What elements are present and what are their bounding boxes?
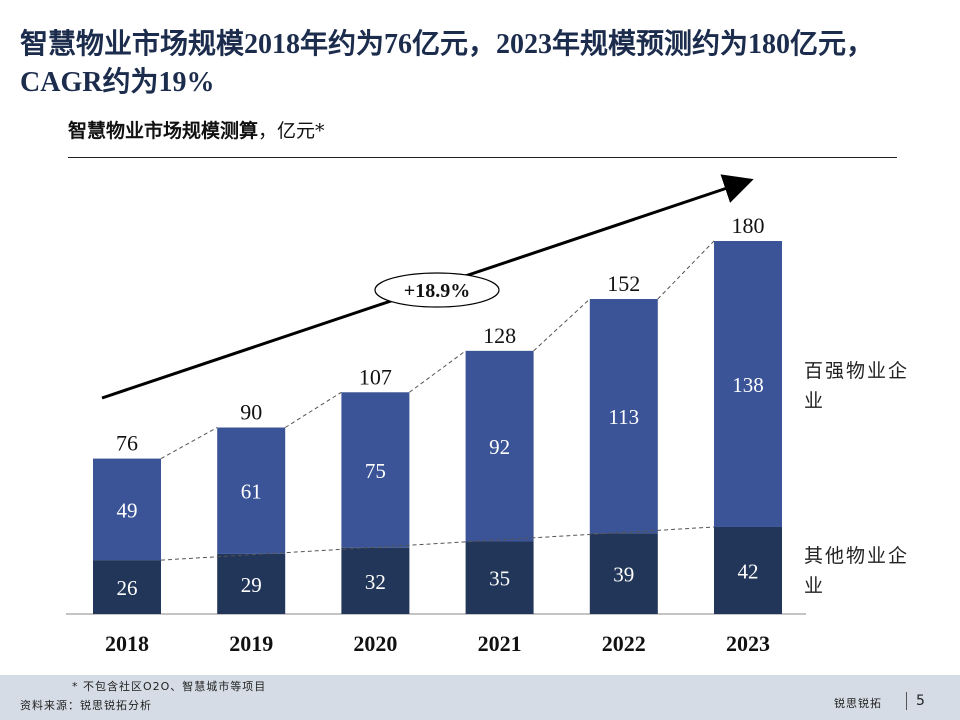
legend-label-top100: 百强物业企业: [804, 360, 910, 412]
bar-segment-top100-2021: [465, 350, 534, 542]
x-tick-label-2019: 2019: [229, 631, 273, 656]
subtitle-rule: [68, 157, 897, 158]
data-label-top100-2020: 75: [365, 459, 386, 483]
total-label-2022: 152: [607, 271, 640, 296]
total-label-2021: 128: [483, 323, 516, 348]
chart-subtitle-unit: ，亿元*: [258, 120, 325, 142]
footnote: * 不包含社区O2O、智慧城市等项目: [72, 680, 267, 693]
connector-total-4: [657, 240, 715, 300]
x-tick-label-2023: 2023: [726, 631, 770, 656]
bar-segment-others-2020: [341, 547, 410, 614]
connector-total-1: [284, 391, 342, 428]
x-tick-label-2022: 2022: [602, 631, 646, 656]
connector-others-trend: [160, 526, 715, 561]
data-label-top100-2019: 61: [241, 480, 262, 504]
bar-segment-others-2023: [714, 526, 782, 614]
chart-subtitle-main: 智慧物业市场规模测算: [68, 120, 259, 142]
connector-total-2: [409, 350, 466, 393]
total-label-2019: 90: [240, 400, 262, 425]
data-label-others-2022: 39: [613, 563, 634, 587]
cagr-ellipse: [374, 272, 500, 308]
chart-subtitle: 智慧物业市场规模测算，亿元*: [68, 118, 325, 144]
x-tick-label-2020: 2020: [353, 631, 397, 656]
bar-segment-others-2021: [465, 541, 534, 614]
x-tick-label-2021: 2021: [478, 631, 522, 656]
source-note: 资料来源：锐思锐拓分析: [20, 699, 152, 712]
data-label-others-2018: 26: [117, 576, 138, 600]
data-label-top100-2021: 92: [489, 435, 510, 459]
cagr-label: +18.9%: [404, 280, 470, 302]
brand-label: 锐思锐拓: [834, 697, 882, 710]
bar-segment-top100-2019: [217, 427, 286, 554]
connector-total-3: [533, 298, 591, 352]
data-label-others-2023: 42: [738, 559, 759, 583]
bar-segment-others-2018: [93, 560, 161, 614]
bar-segment-top100-2022: [589, 299, 658, 534]
slide-title: 智慧物业市场规模2018年约为76亿元，2023年规模预测约为180亿元，CAG…: [20, 29, 875, 98]
data-label-others-2021: 35: [489, 567, 510, 591]
bar-segment-others-2022: [589, 533, 658, 614]
legend-label-others: 其他物业企业: [804, 545, 910, 597]
bar-segment-others-2019: [217, 553, 286, 614]
bar-segment-top100-2023: [714, 241, 782, 527]
data-label-top100-2023: 138: [732, 373, 764, 397]
data-label-top100-2018: 49: [117, 498, 138, 522]
brand-separator: [906, 692, 907, 710]
data-label-others-2019: 29: [241, 573, 262, 597]
connector-total-0: [160, 427, 218, 460]
total-label-2018: 76: [116, 431, 138, 456]
x-tick-label-2018: 2018: [105, 631, 149, 656]
stacked-bar-chart: 26 49 76 2018 29 61 90 2019 32 75 107 2020 35 92 128 20…: [66, 174, 806, 656]
data-label-others-2020: 32: [365, 570, 386, 594]
page-number: 5: [916, 693, 925, 709]
data-label-top100-2022: 113: [608, 405, 639, 429]
bar-segment-top100-2018: [93, 458, 161, 561]
bar-segment-top100-2020: [341, 392, 410, 548]
total-label-2020: 107: [359, 364, 392, 389]
total-label-2023: 180: [732, 213, 765, 238]
footer-band: [0, 675, 960, 720]
